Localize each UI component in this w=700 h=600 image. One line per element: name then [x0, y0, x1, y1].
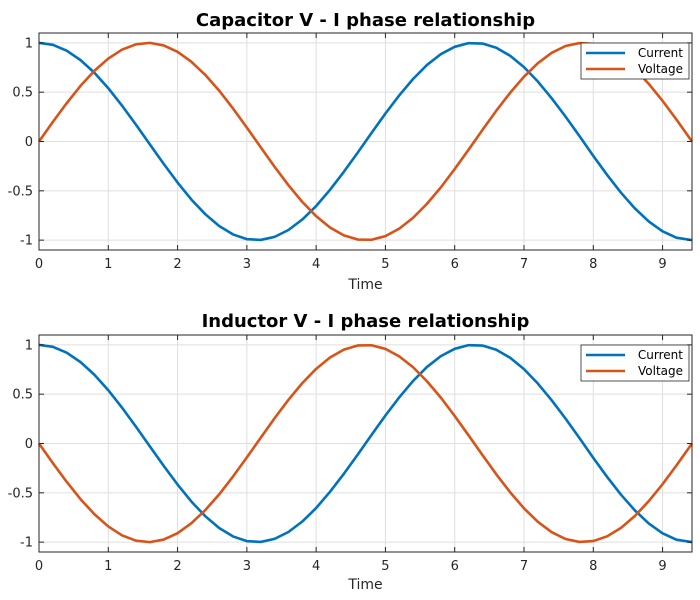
legend-label-current: Current: [638, 46, 683, 60]
chart-title: Capacitor V - I phase relationship: [196, 10, 535, 31]
x-axis-label: Time: [347, 577, 382, 593]
y-tick-label: 0: [25, 135, 33, 150]
chart-title: Inductor V - I phase relationship: [202, 311, 530, 332]
y-tick-label: 0.5: [12, 388, 33, 403]
y-tick-label: 0.5: [12, 86, 33, 101]
legend-label-voltage: Voltage: [638, 364, 683, 378]
y-tick-label: 0: [25, 437, 33, 452]
y-tick-label: -1: [20, 536, 33, 551]
x-tick-label: 9: [658, 257, 666, 272]
legend-box: [580, 344, 690, 382]
legend-box: [580, 42, 690, 80]
series-line-current: [38, 343, 693, 544]
x-tick-label: 8: [589, 559, 597, 574]
legend: Current Voltage: [580, 42, 690, 80]
x-tick-label: 6: [451, 559, 459, 574]
x-tick-label: 3: [243, 257, 251, 272]
y-tick-label: -0.5: [8, 486, 33, 501]
legend: Current Voltage: [580, 344, 690, 382]
x-tick-label: 1: [104, 257, 112, 272]
x-tick-label: 4: [312, 559, 320, 574]
x-axis-label: Time: [347, 277, 382, 293]
x-tick-label: 2: [173, 559, 181, 574]
x-tick-label: 5: [381, 257, 389, 272]
x-tick-label: 9: [658, 559, 666, 574]
x-tick-label: 6: [451, 257, 459, 272]
x-tick-label: 7: [520, 559, 528, 574]
x-tick-label: 8: [589, 257, 597, 272]
x-tick-label: 5: [381, 559, 389, 574]
x-tick-label: 2: [173, 257, 181, 272]
y-tick-label: -1: [20, 234, 33, 249]
legend-label-voltage: Voltage: [638, 62, 683, 76]
x-tick-label: 1: [104, 559, 112, 574]
x-tick-label: 0: [35, 559, 43, 574]
series-line-current: [38, 41, 693, 242]
x-tick-label: 7: [520, 257, 528, 272]
chart-panel-2: 0 1 2 3 4 5 6 7 8 9 1 0.5 0 -0.5 -1 Inductor V - I phas…: [8, 311, 694, 593]
chart-panel-1: 0 1 2 3 4 5 6 7 8 9 1 0.5 0 -0.5 -1 Capacitor V - I pha…: [8, 10, 694, 293]
legend-label-current: Current: [638, 348, 683, 362]
x-tick-label: 0: [35, 257, 43, 272]
y-tick-label: -0.5: [8, 184, 33, 199]
series-line-voltage: [37, 343, 694, 544]
y-tick-label: 1: [25, 338, 33, 353]
x-tick-label: 3: [243, 559, 251, 574]
y-tick-label: 1: [25, 36, 33, 51]
x-tick-label: 4: [312, 257, 320, 272]
